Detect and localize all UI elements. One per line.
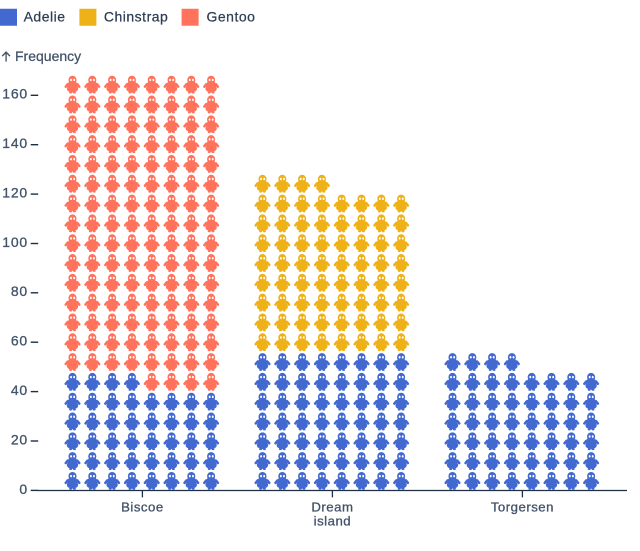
svg-text:0: 0 <box>19 481 28 497</box>
svg-text:island: island <box>314 514 351 529</box>
svg-text:Torgersen: Torgersen <box>491 500 554 515</box>
svg-text:Frequency: Frequency <box>15 48 81 64</box>
svg-text:100: 100 <box>2 234 28 250</box>
svg-text:Gentoo: Gentoo <box>207 9 256 25</box>
svg-text:140: 140 <box>2 135 28 151</box>
svg-text:Dream: Dream <box>311 500 353 515</box>
svg-text:60: 60 <box>11 333 28 349</box>
svg-text:120: 120 <box>2 185 28 201</box>
svg-text:Chinstrap: Chinstrap <box>104 9 168 25</box>
svg-text:Adelie: Adelie <box>24 9 66 25</box>
svg-text:40: 40 <box>11 382 28 398</box>
svg-text:160: 160 <box>2 86 28 102</box>
svg-text:20: 20 <box>11 431 28 447</box>
svg-text:80: 80 <box>11 283 28 299</box>
svg-text:Biscoe: Biscoe <box>121 500 164 515</box>
